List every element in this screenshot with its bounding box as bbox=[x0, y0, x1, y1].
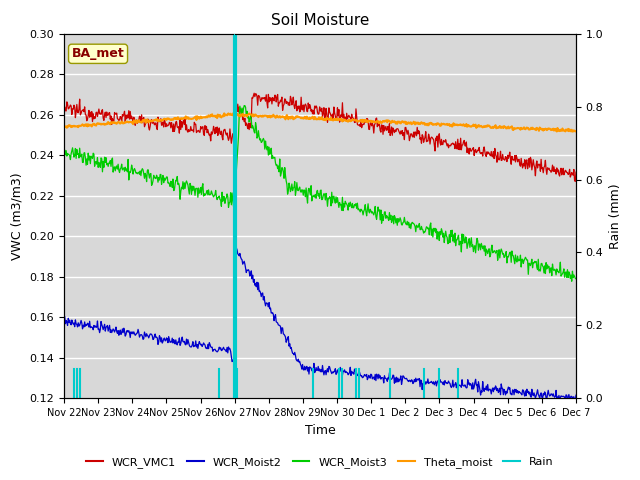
Bar bbox=[234, 34, 236, 398]
X-axis label: Time: Time bbox=[305, 424, 335, 437]
Y-axis label: Rain (mm): Rain (mm) bbox=[609, 183, 622, 249]
Text: BA_met: BA_met bbox=[72, 48, 124, 60]
Y-axis label: VWC (m3/m3): VWC (m3/m3) bbox=[11, 172, 24, 260]
Legend: WCR_VMC1, WCR_Moist2, WCR_Moist3, Theta_moist, Rain: WCR_VMC1, WCR_Moist2, WCR_Moist3, Theta_… bbox=[82, 452, 558, 472]
Title: Soil Moisture: Soil Moisture bbox=[271, 13, 369, 28]
